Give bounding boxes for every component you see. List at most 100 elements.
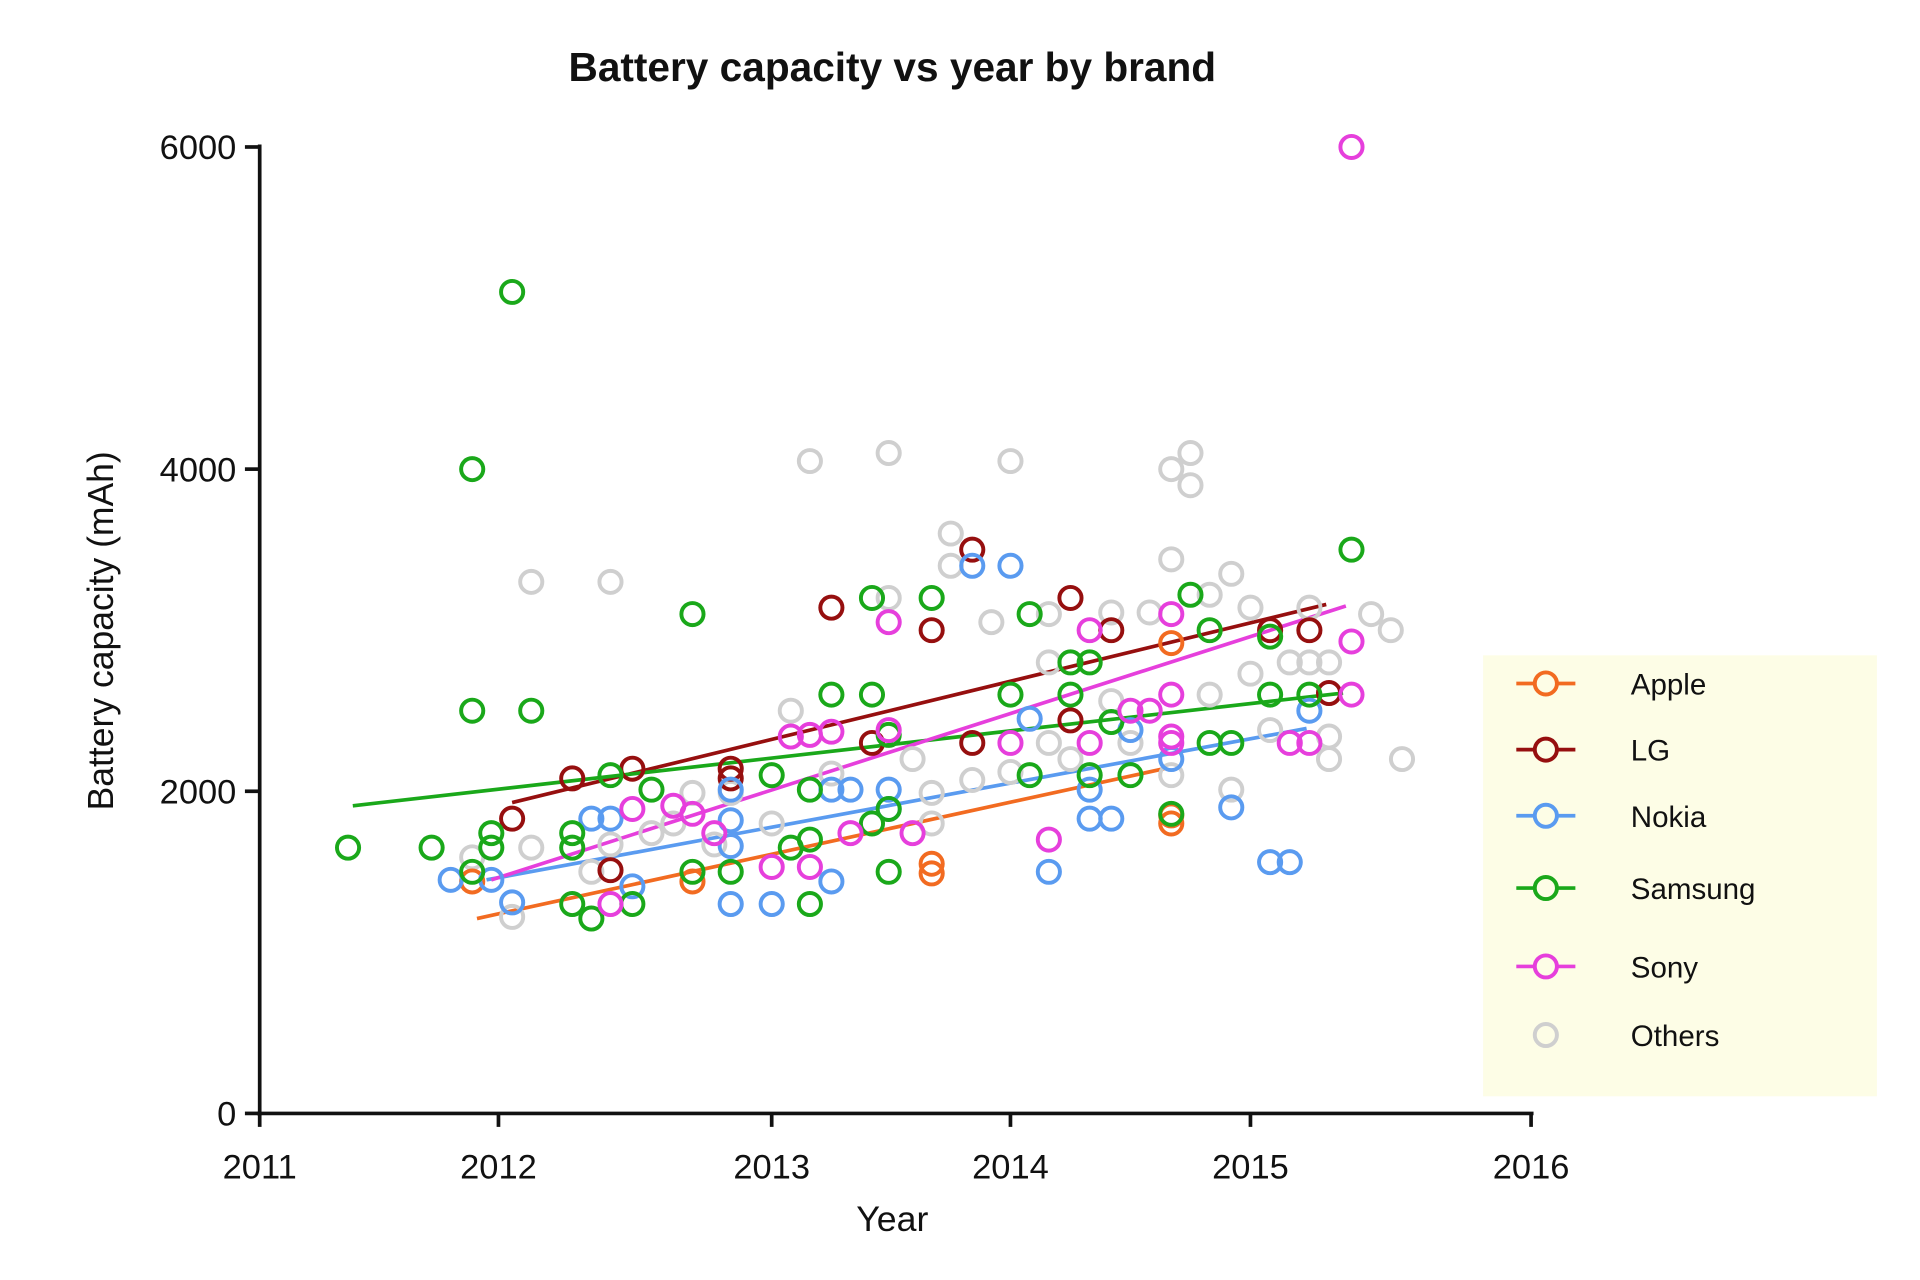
point-nokia (758, 891, 785, 918)
legend-item-nokia: Nokia (1516, 801, 1707, 834)
point-samsung (875, 796, 902, 822)
legend-item-others: Others (1532, 1020, 1720, 1053)
point-sony (1158, 601, 1185, 628)
series-samsung (334, 278, 1365, 932)
point-samsung (858, 810, 886, 837)
point-nokia (1035, 858, 1062, 885)
point-others (701, 831, 728, 858)
point-nokia (875, 776, 902, 803)
point-lg (959, 536, 986, 563)
point-samsung (459, 858, 486, 885)
legend-marker (1532, 670, 1559, 697)
point-others (1158, 456, 1185, 483)
legend-marker (1532, 1022, 1559, 1049)
legend-item-lg: LG (1516, 735, 1670, 768)
point-sony (1276, 729, 1303, 756)
point-others (499, 903, 526, 930)
point-samsung (1196, 617, 1223, 644)
point-sony (1117, 697, 1144, 724)
x-tick-label: 2015 (1212, 1148, 1289, 1186)
point-samsung (1196, 729, 1223, 756)
point-nokia (1076, 805, 1103, 832)
legend-label: Others (1631, 1020, 1720, 1053)
point-others (1177, 472, 1204, 499)
point-others (978, 609, 1005, 636)
y-tick-label: 2000 (160, 774, 237, 812)
point-samsung (796, 891, 823, 918)
trend-line-lg (511, 602, 1327, 805)
point-samsung (858, 585, 886, 611)
legend-marker (1532, 875, 1559, 902)
series-sony (597, 134, 1365, 918)
point-others (1218, 560, 1245, 587)
y-tick-label: 6000 (160, 129, 237, 167)
point-nokia (1296, 697, 1323, 724)
point-sony (1296, 729, 1323, 756)
point-samsung (1016, 762, 1043, 789)
point-nokia (437, 866, 464, 893)
legend-label: Sony (1631, 952, 1699, 985)
point-samsung (1076, 762, 1103, 789)
point-others (1358, 601, 1385, 628)
point-lg (1296, 617, 1323, 644)
point-samsung (679, 858, 706, 885)
point-nokia (837, 776, 864, 803)
point-samsung (459, 456, 486, 483)
point-nokia (717, 807, 744, 834)
point-apple (918, 850, 945, 877)
legend-item-samsung: Samsung (1516, 873, 1756, 906)
point-samsung (1057, 649, 1084, 676)
point-others (638, 820, 665, 847)
legend-item-apple: Apple (1516, 669, 1707, 702)
point-others (1315, 649, 1343, 676)
point-apple (1158, 630, 1185, 657)
point-samsung (1117, 762, 1144, 789)
x-tick-label: 2012 (460, 1148, 537, 1186)
point-samsung (499, 278, 526, 305)
point-samsung (1296, 681, 1323, 708)
legend-label: Apple (1631, 669, 1707, 702)
point-others (1177, 440, 1204, 467)
y-tick-label: 0 (217, 1096, 236, 1134)
point-others (1296, 649, 1323, 676)
point-others (875, 585, 902, 611)
point-samsung (334, 834, 362, 861)
point-others (1196, 681, 1223, 708)
point-others (818, 760, 845, 787)
point-nokia (1016, 705, 1043, 732)
point-sony (997, 729, 1024, 756)
point-samsung (559, 891, 586, 918)
point-samsung (1257, 623, 1284, 650)
point-sony (899, 820, 926, 847)
point-lg (559, 765, 586, 792)
point-lg (499, 805, 526, 832)
point-nokia (818, 868, 845, 895)
point-sony (1338, 681, 1365, 708)
point-samsung (1016, 601, 1043, 628)
point-others (1158, 762, 1185, 789)
point-lg (619, 755, 646, 782)
point-sony (777, 723, 804, 750)
point-sony (679, 800, 706, 827)
point-nokia (1218, 794, 1245, 821)
point-others (937, 520, 964, 547)
point-samsung (1257, 681, 1284, 708)
point-nokia (1276, 849, 1303, 876)
point-sony (875, 717, 902, 744)
point-others (1388, 746, 1416, 773)
point-sony (1035, 826, 1062, 853)
x-tick-label: 2014 (972, 1148, 1049, 1186)
point-samsung (796, 826, 823, 853)
point-apple (1158, 810, 1185, 837)
legend-label: Nokia (1631, 801, 1707, 834)
legend-marker (1532, 953, 1559, 980)
point-samsung (559, 834, 586, 861)
legend-marker (1532, 736, 1559, 763)
point-others (997, 758, 1024, 785)
point-others (777, 697, 804, 724)
point-others (899, 746, 926, 773)
point-lg (597, 857, 624, 884)
point-sony (1158, 681, 1185, 708)
point-others (918, 779, 945, 806)
y-tick-label: 4000 (160, 451, 237, 489)
